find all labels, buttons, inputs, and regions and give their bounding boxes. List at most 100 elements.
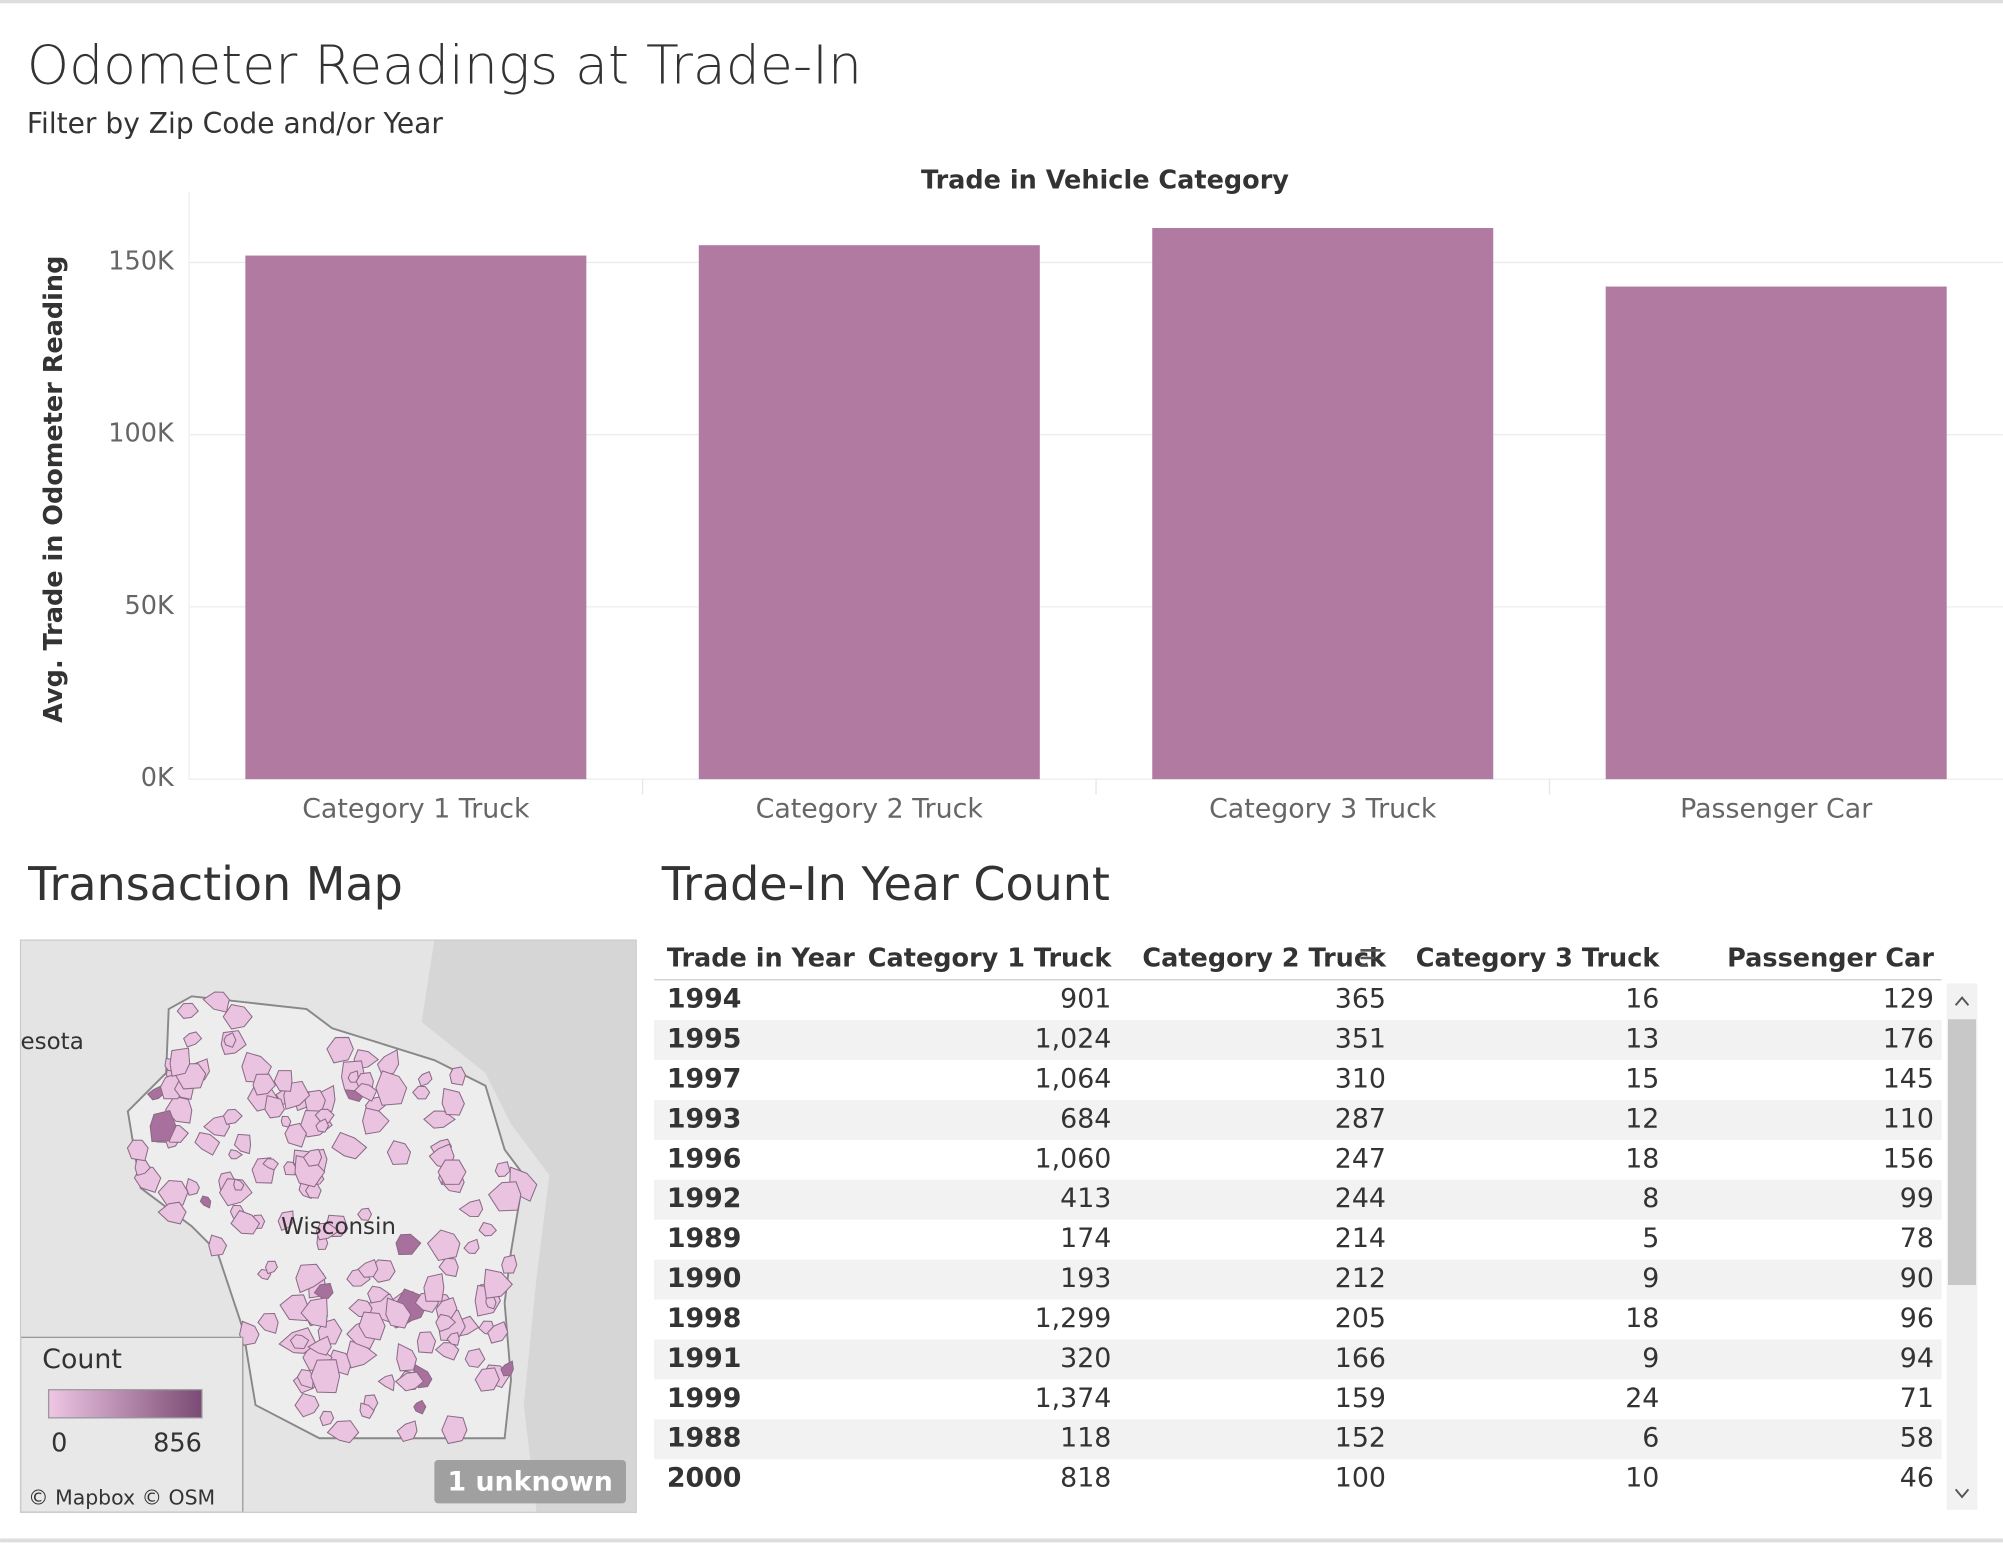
zip-region xyxy=(199,1195,212,1209)
zip-region xyxy=(357,1259,379,1278)
cell: 78 xyxy=(1900,1223,1934,1254)
zip-region xyxy=(149,1110,177,1143)
column-header: Passenger Car xyxy=(1727,943,1934,973)
column-header: Trade in Year xyxy=(667,943,855,973)
zip-region xyxy=(464,1348,486,1368)
zip-region xyxy=(326,1036,354,1064)
zip-region xyxy=(385,1297,412,1329)
zip-region xyxy=(394,1371,425,1392)
row-header: 1997 xyxy=(667,1063,742,1094)
zip-region xyxy=(483,1268,513,1299)
zip-region xyxy=(307,1335,332,1356)
zip-region xyxy=(222,1108,243,1125)
map-title: Transaction Map xyxy=(27,857,403,911)
zip-region xyxy=(386,1140,412,1166)
legend-title: Count xyxy=(42,1344,122,1375)
zip-region xyxy=(376,1049,400,1077)
zip-region xyxy=(438,1257,459,1278)
row-band xyxy=(654,1179,1942,1220)
cell: 118 xyxy=(1060,1423,1111,1454)
cell: 145 xyxy=(1883,1063,1934,1094)
zip-region xyxy=(458,1199,484,1218)
x-tick-label: Category 1 Truck xyxy=(302,793,530,824)
unknown-badge[interactable] xyxy=(434,1459,626,1504)
cell: 365 xyxy=(1335,984,1386,1015)
zip-region xyxy=(331,1131,368,1160)
legend-box xyxy=(20,1336,244,1513)
dashboard-subtitle: Filter by Zip Code and/or Year xyxy=(27,107,443,140)
zip-region xyxy=(375,1070,408,1106)
zip-region xyxy=(176,1002,199,1019)
cell: 9 xyxy=(1642,1263,1659,1294)
cell: 247 xyxy=(1335,1143,1386,1174)
unknown-label[interactable]: 1 unknown xyxy=(447,1466,612,1497)
scroll-down[interactable] xyxy=(1954,1488,1970,1499)
cell: 99 xyxy=(1900,1183,1934,1214)
x-tick-label: Category 3 Truck xyxy=(1209,793,1437,824)
cell: 351 xyxy=(1335,1024,1386,1055)
zip-region xyxy=(362,1107,390,1135)
cell: 413 xyxy=(1060,1183,1111,1214)
scrollbar-thumb[interactable] xyxy=(1947,1019,1977,1285)
row-header: 1990 xyxy=(667,1263,742,1294)
cell: 244 xyxy=(1335,1183,1386,1214)
cell: 174 xyxy=(1060,1223,1111,1254)
column-header: Category 2 Truck xyxy=(1142,943,1387,973)
cell: 96 xyxy=(1900,1303,1934,1334)
map-frame xyxy=(19,939,637,1513)
zip-region xyxy=(314,1108,335,1124)
cell: 684 xyxy=(1060,1103,1111,1134)
zip-region xyxy=(416,1331,437,1354)
y-tick-label: 0K xyxy=(141,763,175,793)
zip-region xyxy=(273,1070,293,1092)
y-tick-label: 50K xyxy=(125,591,175,621)
row-header: 2000 xyxy=(667,1463,742,1494)
zip-region xyxy=(313,1282,334,1300)
zip-region xyxy=(396,1342,418,1372)
cell: 818 xyxy=(1060,1463,1111,1494)
scroll-up[interactable] xyxy=(1954,996,1970,1006)
column-header: Category 3 Truck xyxy=(1416,943,1661,973)
zip-region xyxy=(359,1402,375,1419)
bar xyxy=(245,255,587,780)
zip-region xyxy=(183,1031,203,1048)
zip-region xyxy=(305,1183,322,1199)
zip-region xyxy=(417,1070,433,1087)
cell: 100 xyxy=(1335,1463,1386,1494)
zip-region xyxy=(435,1313,457,1333)
cell: 8 xyxy=(1642,1183,1659,1214)
zip-region xyxy=(315,1223,340,1241)
zip-region xyxy=(283,1161,296,1176)
map: esota Wisconsin Iowa Count 0 856 1 unkno… xyxy=(20,940,637,1513)
cell: 90 xyxy=(1900,1263,1934,1294)
row-header: 1988 xyxy=(667,1423,742,1454)
zip-region xyxy=(446,1332,460,1346)
cell: 129 xyxy=(1883,984,1934,1015)
zip-region xyxy=(157,1179,189,1207)
zip-region xyxy=(284,1122,307,1148)
cell: 1,024 xyxy=(1035,1024,1112,1055)
zip-region xyxy=(441,1415,468,1445)
row-band xyxy=(654,1099,1942,1140)
zip-region xyxy=(202,991,230,1013)
state-shape xyxy=(126,995,525,1440)
cell: 205 xyxy=(1335,1303,1386,1334)
cell: 152 xyxy=(1335,1423,1386,1454)
bar-chart: 0K 50K 100K 150K Category 1 Truck Category 2 … xyxy=(108,191,2003,824)
zip-region xyxy=(474,1367,500,1392)
cell: 46 xyxy=(1900,1463,1934,1494)
zip-region xyxy=(377,1374,395,1392)
row-header: 1998 xyxy=(667,1303,742,1334)
cell: 18 xyxy=(1625,1303,1659,1334)
zip-region xyxy=(302,1148,323,1167)
zip-region xyxy=(423,1110,456,1129)
zip-region xyxy=(295,1263,327,1294)
cell: 13 xyxy=(1625,1024,1659,1055)
zip-region xyxy=(239,1320,260,1346)
zip-region xyxy=(437,1159,467,1185)
cell: 9 xyxy=(1642,1343,1659,1374)
dashboard-title: Odometer Readings at Trade-In xyxy=(27,34,862,97)
bar xyxy=(1152,227,1494,780)
zip-region xyxy=(353,1082,378,1102)
column-header: Category 1 Truck xyxy=(868,943,1113,973)
